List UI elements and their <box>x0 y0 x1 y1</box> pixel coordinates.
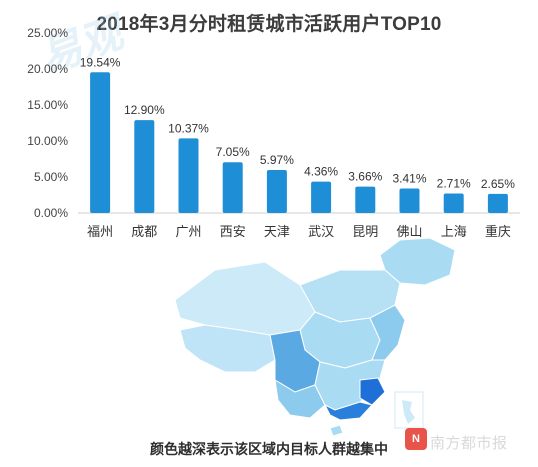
x-tick-label: 武汉 <box>308 225 334 240</box>
y-tick-label: 25.00% <box>27 26 68 40</box>
chart-title: 2018年3月分时租赁城市活跃用户TOP10 <box>96 14 442 35</box>
data-label: 3.66% <box>348 170 382 184</box>
bar-chart: 0.00% 5.00% 10.00% 15.00% 20.00% 25.00% 19.54%… <box>27 26 520 240</box>
data-label: 3.41% <box>392 171 426 185</box>
y-tick-label: 20.00% <box>27 62 68 76</box>
x-tick-label: 重庆 <box>485 224 511 240</box>
bar-上海 <box>443 193 464 213</box>
map-region-northwest <box>174 261 316 336</box>
y-tick-label: 15.00% <box>27 98 68 112</box>
data-label: 5.97% <box>260 153 294 167</box>
x-tick-label: 福州 <box>87 225 113 240</box>
data-label: 10.37% <box>168 121 209 135</box>
y-tick-label: 10.00% <box>27 134 68 148</box>
data-label: 4.36% <box>304 165 338 179</box>
x-tick-label: 佛山 <box>396 225 422 240</box>
y-tick-label: 0.00% <box>34 206 68 220</box>
data-label: 12.90% <box>124 103 165 117</box>
x-tick-label: 上海 <box>441 225 467 240</box>
map-region-southwest <box>274 379 326 419</box>
x-tick-label: 广州 <box>175 225 201 240</box>
source-label: 南方都市报 <box>430 435 508 452</box>
newspaper-logo-icon: N <box>405 428 427 450</box>
bar-福州 <box>90 72 111 213</box>
bar-广州 <box>178 138 199 213</box>
data-label: 2.65% <box>481 177 515 191</box>
bar-成都 <box>134 120 155 213</box>
map-region-guangdong <box>323 401 373 421</box>
bar-佛山 <box>399 188 420 213</box>
bar-重庆 <box>487 193 508 213</box>
map-caption: 颜色越深表示该区域内目标人群越集中 <box>150 441 388 457</box>
data-label: 7.05% <box>216 145 250 159</box>
map-regions <box>174 237 456 437</box>
bar-昆明 <box>355 186 376 213</box>
x-tick-label: 昆明 <box>352 225 378 240</box>
map-region-hainan <box>329 424 344 437</box>
map-region-fujian <box>359 377 386 406</box>
y-tick-label: 5.00% <box>34 170 68 184</box>
map-region-east <box>369 304 406 361</box>
data-label: 19.54% <box>80 55 121 69</box>
bar-西安 <box>222 162 243 213</box>
x-tick-label: 成都 <box>131 225 157 240</box>
bar-天津 <box>266 170 287 213</box>
south-china-sea-islands <box>402 400 415 424</box>
x-tick-label: 西安 <box>220 225 246 240</box>
data-label: 2.71% <box>437 176 471 190</box>
bar-武汉 <box>311 181 332 213</box>
x-tick-label: 天津 <box>264 225 290 240</box>
map-region-tibet <box>179 324 276 373</box>
